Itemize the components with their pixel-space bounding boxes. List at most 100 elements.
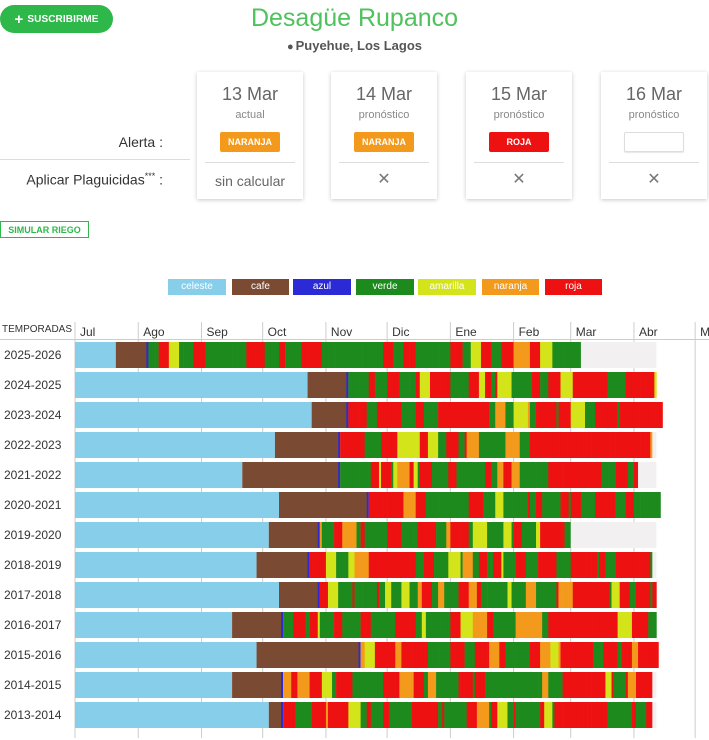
segment bbox=[364, 372, 370, 398]
segment bbox=[205, 342, 219, 368]
segment bbox=[515, 642, 531, 668]
segment bbox=[387, 522, 402, 548]
segment bbox=[291, 672, 298, 698]
segment bbox=[462, 342, 472, 368]
segment bbox=[321, 672, 333, 698]
segment bbox=[540, 372, 543, 398]
segment bbox=[364, 432, 378, 458]
segment bbox=[217, 342, 229, 368]
segment bbox=[485, 372, 492, 398]
segment bbox=[640, 372, 651, 398]
segment bbox=[536, 582, 545, 608]
segment bbox=[409, 372, 416, 398]
segment bbox=[615, 552, 627, 578]
segment bbox=[319, 582, 329, 608]
segment bbox=[631, 612, 645, 638]
segment bbox=[503, 552, 516, 578]
segment bbox=[654, 372, 657, 398]
segment bbox=[425, 462, 433, 488]
segment bbox=[452, 672, 459, 698]
segment bbox=[515, 702, 527, 728]
segment bbox=[554, 702, 563, 728]
segment bbox=[599, 552, 606, 578]
segment bbox=[617, 642, 623, 668]
page-title: Desagüe Rupanco bbox=[250, 4, 459, 32]
segment bbox=[503, 612, 516, 638]
segment bbox=[631, 372, 641, 398]
segment bbox=[576, 672, 584, 698]
segment bbox=[342, 522, 357, 548]
segment-cafe bbox=[274, 432, 341, 458]
segment bbox=[415, 372, 421, 398]
segment bbox=[458, 582, 470, 608]
segment bbox=[442, 702, 445, 728]
segment bbox=[529, 342, 541, 368]
segment bbox=[542, 492, 553, 518]
segment bbox=[464, 432, 467, 458]
segment bbox=[438, 642, 451, 668]
segment bbox=[629, 582, 637, 608]
segment bbox=[478, 432, 494, 458]
segment bbox=[409, 342, 416, 368]
segment bbox=[340, 432, 351, 458]
segment bbox=[391, 432, 398, 458]
segment bbox=[587, 582, 596, 608]
segment bbox=[636, 672, 647, 698]
plaguicidas-label: Aplicar Plaguicidas*** : bbox=[26, 171, 163, 188]
subscribe-button[interactable]: + SUSCRIBIRME bbox=[0, 5, 113, 33]
segment bbox=[417, 522, 423, 548]
segment bbox=[264, 342, 280, 368]
segment bbox=[485, 672, 498, 698]
segment bbox=[470, 342, 482, 368]
segment bbox=[519, 432, 531, 458]
segment bbox=[648, 402, 661, 428]
segment bbox=[660, 402, 663, 428]
segment bbox=[295, 702, 304, 728]
legend-item-naranja: naranja bbox=[482, 279, 539, 295]
segment bbox=[527, 402, 531, 428]
segment bbox=[309, 612, 319, 638]
segment bbox=[568, 492, 572, 518]
season-label: 2023-2024 bbox=[4, 408, 62, 422]
segment bbox=[611, 582, 620, 608]
segment bbox=[560, 492, 563, 518]
segment bbox=[497, 702, 508, 728]
segment bbox=[356, 462, 359, 488]
close-icon: ✕ bbox=[512, 171, 526, 188]
segment bbox=[354, 342, 363, 368]
segment bbox=[570, 402, 586, 428]
segment bbox=[319, 612, 335, 638]
month-label: Ene bbox=[455, 325, 477, 339]
segment bbox=[399, 372, 410, 398]
segment bbox=[368, 552, 376, 578]
segment bbox=[548, 612, 551, 638]
segment bbox=[511, 582, 527, 608]
segment-empty bbox=[570, 522, 657, 548]
segment bbox=[527, 612, 543, 638]
segment bbox=[297, 342, 302, 368]
segment bbox=[378, 582, 386, 608]
card-divider bbox=[205, 162, 295, 163]
segment-cafe bbox=[115, 342, 149, 368]
segment bbox=[615, 432, 629, 458]
segment bbox=[548, 402, 557, 428]
segment bbox=[644, 612, 649, 638]
segment bbox=[376, 372, 388, 398]
segment bbox=[631, 702, 637, 728]
segment bbox=[611, 372, 627, 398]
segment bbox=[403, 702, 412, 728]
segment bbox=[427, 672, 437, 698]
segment bbox=[419, 462, 427, 488]
simular-riego-button[interactable]: SIMULAR RIEGO bbox=[0, 221, 89, 238]
segment bbox=[370, 462, 380, 488]
segment bbox=[415, 402, 419, 428]
segment bbox=[374, 522, 388, 548]
card-date: 15 Mar bbox=[490, 84, 548, 104]
segment bbox=[415, 492, 427, 518]
segment bbox=[544, 582, 557, 608]
alert-badge: ROJA bbox=[489, 132, 549, 152]
segment-cafe bbox=[268, 522, 320, 548]
segment bbox=[650, 432, 653, 458]
subscribe-label: SUSCRIBIRME bbox=[27, 13, 99, 25]
segment bbox=[421, 522, 437, 548]
